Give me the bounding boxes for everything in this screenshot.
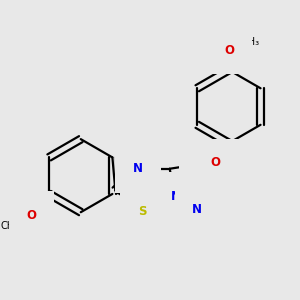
Text: O: O: [26, 209, 36, 222]
Text: S: S: [138, 205, 146, 218]
Text: CH₃: CH₃: [242, 38, 260, 47]
Text: N: N: [192, 203, 202, 216]
Text: N: N: [171, 190, 181, 203]
Text: N: N: [196, 157, 206, 170]
Text: N: N: [133, 162, 143, 175]
Text: CH₃: CH₃: [1, 220, 19, 230]
Text: O: O: [210, 156, 220, 169]
Text: O: O: [224, 44, 234, 57]
